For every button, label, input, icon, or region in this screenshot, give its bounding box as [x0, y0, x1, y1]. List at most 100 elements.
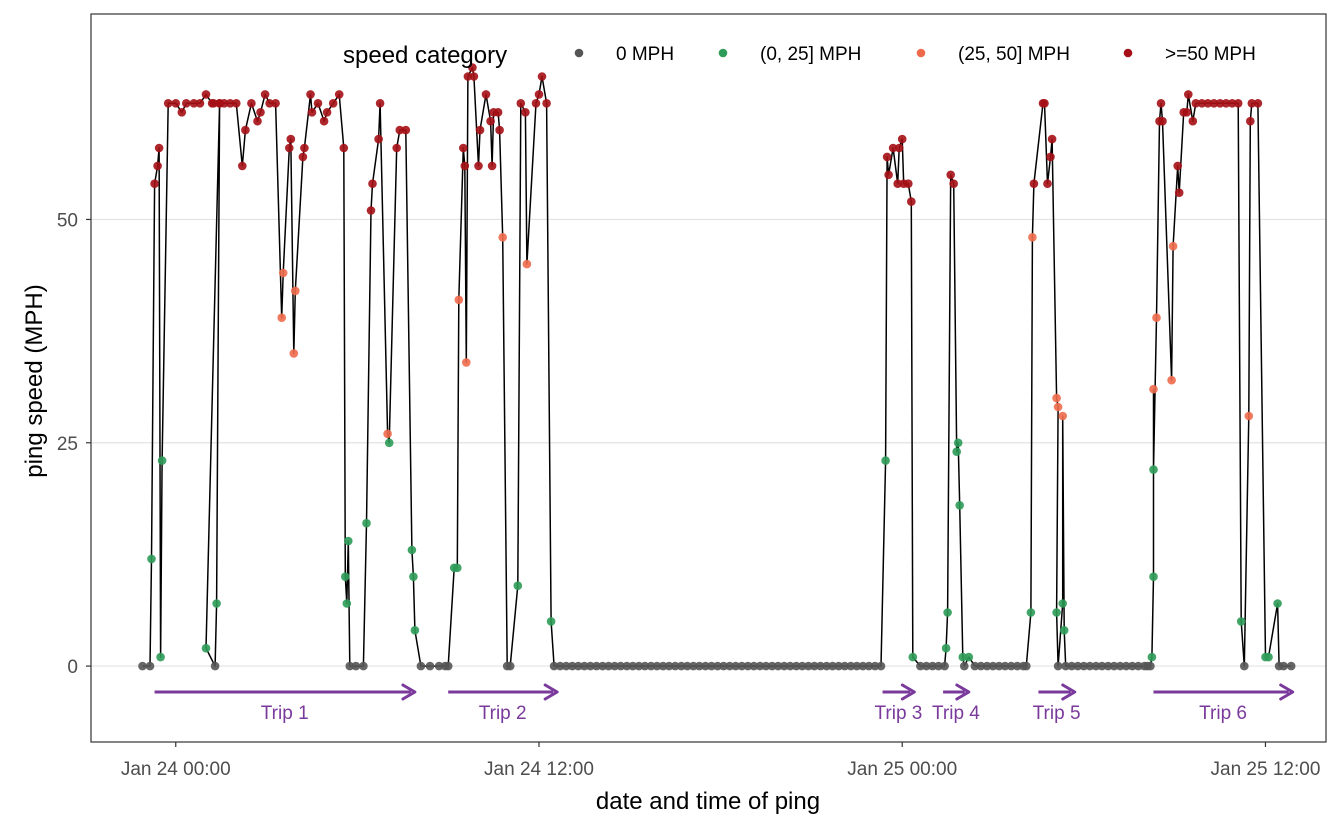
- x-axis-title: date and time of ping: [596, 788, 820, 815]
- data-point-44: [319, 116, 329, 126]
- data-point-86: [487, 161, 497, 171]
- data-point-207: [1059, 626, 1069, 635]
- data-point-42: [307, 108, 317, 117]
- data-point-47: [334, 90, 344, 99]
- y-tick-label-2: 50: [57, 210, 78, 231]
- data-point-122: [670, 661, 680, 671]
- data-point-246: [1227, 99, 1237, 108]
- data-point-0: [138, 661, 147, 671]
- data-point-111: [604, 661, 613, 671]
- data-point-211: [1079, 661, 1089, 671]
- data-point-80: [468, 63, 477, 72]
- data-point-129: [713, 661, 722, 671]
- legend-label-1: 0 MPH: [616, 44, 674, 65]
- trip-label-4: Trip 4: [932, 703, 980, 724]
- legend-title: speed category: [343, 42, 507, 69]
- y-axis-ticks: 0 25 50: [57, 210, 91, 678]
- data-point-25: [238, 161, 247, 171]
- legend-label-2: (0, 25] MPH: [760, 44, 861, 65]
- data-point-95: [521, 108, 530, 117]
- data-point-51: [344, 536, 353, 546]
- data-point-124: [683, 661, 692, 671]
- legend-swatch-4: [1123, 48, 1133, 58]
- data-point-101: [546, 617, 556, 626]
- data-point-6: [156, 652, 165, 662]
- plot-panel-background: [91, 14, 1326, 742]
- data-point-159: [884, 170, 893, 180]
- x-tick-label-1: Jan 24 12:00: [484, 759, 594, 780]
- data-point-4: [153, 161, 162, 171]
- data-point-195: [1029, 179, 1039, 188]
- trip-arrowhead-6: [1279, 683, 1295, 701]
- data-point-12: [189, 99, 199, 108]
- data-point-120: [658, 661, 668, 671]
- data-point-149: [834, 661, 843, 671]
- y-tick-label-1: 25: [57, 434, 78, 455]
- x-axis-ticks: Jan 24 00:00 Jan 24 12:00 Jan 25 00:00 Jan …: [121, 742, 1320, 780]
- data-point-29: [256, 108, 265, 117]
- data-point-58: [374, 134, 383, 144]
- data-point-193: [1026, 608, 1036, 617]
- data-point-126: [695, 661, 704, 671]
- data-point-155: [870, 661, 880, 671]
- data-point-5: [154, 143, 164, 153]
- data-point-16: [209, 99, 218, 108]
- data-point-184: [976, 661, 986, 671]
- data-point-234: [1173, 161, 1182, 171]
- data-point-206: [1058, 411, 1067, 421]
- data-point-115: [628, 661, 638, 671]
- data-point-249: [1240, 661, 1249, 671]
- data-point-248: [1236, 617, 1246, 626]
- data-point-131: [725, 661, 734, 671]
- data-point-88: [493, 108, 503, 117]
- data-point-24: [232, 99, 241, 108]
- data-point-135: [749, 661, 759, 671]
- data-point-40: [300, 143, 309, 153]
- data-point-239: [1188, 116, 1198, 126]
- data-point-10: [177, 108, 187, 117]
- data-point-84: [481, 90, 491, 99]
- y-axis-title: ping speed (MPH): [21, 284, 48, 477]
- data-point-154: [864, 661, 874, 671]
- data-point-152: [852, 661, 862, 671]
- data-point-200: [1047, 134, 1057, 144]
- data-point-256: [1273, 599, 1282, 608]
- data-point-37: [289, 349, 299, 358]
- data-point-52: [345, 661, 355, 671]
- data-point-194: [1028, 233, 1037, 242]
- data-point-225: [1149, 572, 1158, 581]
- data-point-99: [537, 72, 547, 81]
- data-point-186: [988, 661, 998, 671]
- trip-arrowhead-4: [955, 683, 971, 701]
- data-point-181: [960, 661, 969, 671]
- data-point-45: [322, 108, 332, 117]
- data-point-106: [574, 661, 583, 671]
- data-point-121: [664, 661, 674, 671]
- legend-swatch-2: [718, 48, 728, 58]
- data-point-220: [1134, 661, 1143, 671]
- data-point-228: [1152, 313, 1161, 323]
- data-point-26: [241, 125, 250, 135]
- data-point-167: [908, 652, 918, 662]
- data-point-148: [828, 661, 837, 671]
- data-point-57: [368, 179, 377, 188]
- data-point-67: [410, 626, 420, 635]
- data-point-150: [840, 661, 849, 671]
- data-point-192: [1022, 661, 1031, 671]
- data-point-158: [882, 152, 892, 162]
- data-point-223: [1146, 661, 1155, 671]
- data-point-208: [1061, 661, 1070, 671]
- data-point-210: [1073, 661, 1083, 671]
- data-point-3: [150, 179, 159, 188]
- data-point-70: [434, 661, 444, 671]
- data-point-53: [351, 661, 361, 671]
- data-point-83: [475, 125, 485, 135]
- data-point-253: [1253, 99, 1263, 108]
- trip-label-1: Trip 1: [261, 703, 309, 724]
- data-point-41: [306, 90, 315, 99]
- data-point-79: [463, 72, 473, 81]
- data-point-241: [1197, 99, 1207, 108]
- data-point-32: [271, 99, 280, 108]
- legend-label-4: >=50 MPH: [1165, 44, 1256, 65]
- data-point-89: [495, 125, 504, 135]
